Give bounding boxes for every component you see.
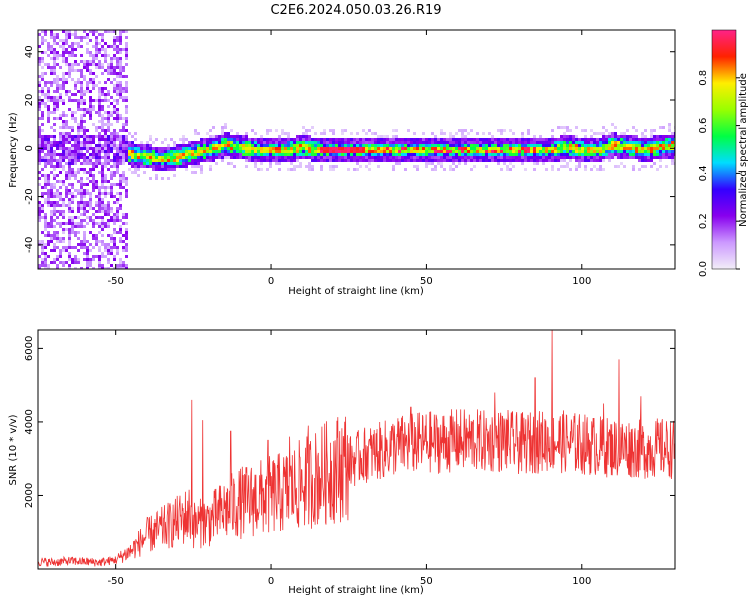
figure-title: C2E6.2024.050.03.26.R19 [270, 3, 441, 18]
y-tick-label: 0 [24, 145, 35, 151]
y-tick-label: 2000 [24, 483, 35, 508]
y-tick-label: 40 [24, 45, 35, 58]
snr-panel: -50 0 50 100 2000 4000 6000 Height of straigh… [8, 329, 676, 596]
snr-y-axis-label: SNR (10 * v/v) [8, 414, 19, 485]
y-tick-label: 20 [24, 94, 35, 107]
x-tick-label: 100 [572, 276, 591, 287]
spectrogram-frame [37, 29, 676, 270]
y-tick-label: 4000 [24, 409, 35, 434]
x-tick-label: 0 [268, 576, 274, 587]
snr-y-ticks: 2000 4000 6000 [24, 336, 675, 508]
spectrogram-x-ticks: -50 0 50 100 [108, 30, 591, 287]
colorbar-tick-label: 0.2 [698, 213, 709, 229]
x-tick-label: 100 [572, 576, 591, 587]
spectrogram-heatmap [38, 30, 675, 269]
y-tick-label: 6000 [24, 336, 35, 361]
colorbar-tick-label: 0.8 [698, 70, 709, 86]
colorbar-tick-label: 0.4 [698, 165, 709, 181]
snr-frame [37, 329, 676, 570]
colorbar-tick-label: 0.0 [698, 261, 709, 277]
spectrogram-y-axis-label: Frequency (Hz) [8, 112, 19, 188]
snr-x-axis-label: Height of straight line (km) [288, 585, 424, 596]
spectrogram-panel: -50 0 50 100 -40 -20 0 20 40 Height of straight… [8, 29, 676, 297]
colorbar-ticks: 0.0 0.2 0.4 0.6 0.8 [698, 70, 740, 277]
x-tick-label: 0 [268, 276, 274, 287]
x-tick-label: -50 [108, 576, 124, 587]
y-tick-label: -20 [24, 188, 35, 204]
colorbar-tick-label: 0.6 [698, 118, 709, 134]
snr-series-line [38, 330, 675, 567]
x-tick-label: 50 [420, 576, 433, 587]
snr-x-ticks: -50 0 50 100 [108, 330, 591, 587]
x-tick-label: 50 [420, 276, 433, 287]
x-tick-label: -50 [108, 276, 124, 287]
colorbar-gradient [711, 29, 737, 270]
spectrogram-x-axis-label: Height of straight line (km) [288, 286, 424, 297]
spectrogram-y-ticks: -40 -20 0 20 40 [24, 45, 675, 253]
colorbar: 0.0 0.2 0.4 0.6 0.8 Normalized spectral ampl… [698, 29, 749, 277]
colorbar-label: Normalized spectral amplitude [738, 73, 749, 227]
y-tick-label: -40 [24, 237, 35, 253]
